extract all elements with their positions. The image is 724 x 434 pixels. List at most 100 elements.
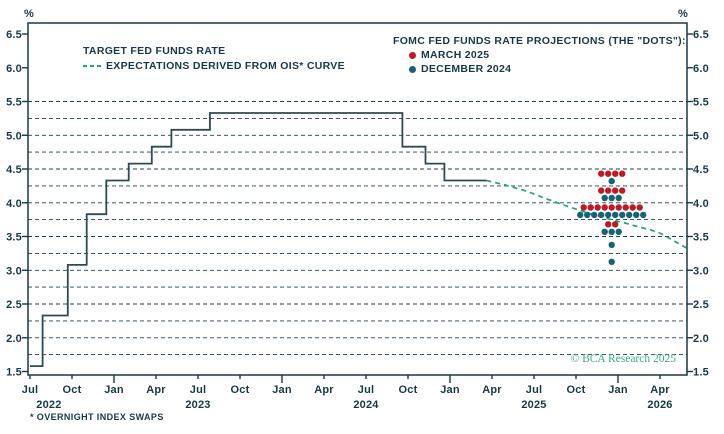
fomc-dot-march-2025 bbox=[619, 187, 626, 194]
legend-ois: EXPECTATIONS DERIVED FROM OIS* CURVE bbox=[83, 59, 345, 74]
y-axis-label-left: 2.0 bbox=[6, 333, 22, 345]
fomc-dot-march-2025 bbox=[605, 187, 612, 194]
y-axis-label-left: 1.5 bbox=[6, 367, 22, 379]
y-axis-label-left: 3.0 bbox=[6, 265, 22, 277]
x-axis-month-label: Apr bbox=[650, 384, 670, 396]
x-axis-month-label: Oct bbox=[567, 384, 586, 396]
y-axis-label-left: 2.5 bbox=[6, 299, 22, 311]
y-axis-label-left: 4.0 bbox=[6, 198, 22, 210]
y-axis-label-right: 3.0 bbox=[693, 265, 709, 277]
y-axis-label-right: 6.0 bbox=[693, 63, 709, 75]
y-axis-label-right: 3.5 bbox=[693, 232, 709, 244]
fomc-dot-december-2024 bbox=[615, 228, 622, 235]
legend-item-december-2024: DECEMBER 2024 bbox=[409, 62, 686, 76]
y-axis-unit-left: % bbox=[24, 8, 34, 20]
y-axis-label-left: 5.0 bbox=[6, 130, 22, 142]
fomc-dot-december-2024 bbox=[612, 211, 619, 219]
legend-march-label: MARCH 2025 bbox=[421, 49, 490, 61]
x-axis-month-label: Apr bbox=[314, 384, 334, 396]
fomc-dot-december-2024 bbox=[619, 211, 626, 219]
x-axis-month-label: Apr bbox=[482, 384, 502, 396]
target-fed-funds-rate-line bbox=[30, 112, 487, 367]
fomc-dot-march-2025 bbox=[598, 170, 605, 177]
fomc-dot-march-2025 bbox=[605, 221, 612, 228]
y-axis-label-right: 4.0 bbox=[693, 198, 709, 210]
march-2025-dot-icon bbox=[409, 51, 416, 59]
fomc-dot-december-2024 bbox=[584, 211, 591, 219]
y-axis-label-right: 6.5 bbox=[693, 29, 709, 41]
y-axis-label-right: 5.5 bbox=[693, 97, 709, 109]
x-axis-year-label: 2026 bbox=[647, 399, 672, 411]
y-axis-unit-right: % bbox=[678, 8, 688, 20]
legend-target-rate-label: TARGET FED FUNDS RATE bbox=[83, 45, 226, 57]
fomc-dot-march-2025 bbox=[612, 187, 619, 194]
fomc-dot-march-2025 bbox=[587, 204, 594, 211]
x-axis-month-label: Jan bbox=[104, 384, 124, 396]
y-axis-label-left: 4.5 bbox=[6, 164, 22, 176]
december-2024-dot-icon bbox=[409, 65, 416, 73]
y-axis-label-right: 5.0 bbox=[693, 130, 709, 142]
fomc-dot-march-2025 bbox=[598, 187, 605, 194]
x-axis-month-label: Jan bbox=[608, 384, 628, 396]
fomc-dot-december-2024 bbox=[608, 241, 615, 249]
fomc-dot-december-2024 bbox=[615, 194, 622, 202]
x-axis-month-label: Jan bbox=[440, 384, 460, 396]
y-axis-label-left: 6.5 bbox=[6, 29, 22, 41]
fomc-dot-december-2024 bbox=[601, 194, 608, 202]
legend-left: TARGET FED FUNDS RATE EXPECTATIONS DERIV… bbox=[83, 44, 345, 74]
fomc-dot-march-2025 bbox=[622, 204, 629, 211]
legend-right: FOMC FED FUNDS RATE PROJECTIONS (THE "DO… bbox=[393, 34, 686, 76]
fomc-dot-march-2025 bbox=[619, 170, 626, 177]
x-axis-month-label: Jul bbox=[526, 384, 543, 396]
fomc-dot-december-2024 bbox=[626, 211, 633, 219]
fomc-dot-march-2025 bbox=[608, 204, 615, 211]
x-axis-month-label: Apr bbox=[146, 384, 166, 396]
ois-dashed-line-swatch bbox=[83, 65, 102, 68]
legend-ois-label: EXPECTATIONS DERIVED FROM OIS* CURVE bbox=[106, 60, 345, 72]
x-axis-month-label: Jan bbox=[272, 384, 292, 396]
y-axis-label-right: 2.5 bbox=[693, 299, 709, 311]
footnote: * OVERNIGHT INDEX SWAPS bbox=[30, 412, 164, 422]
x-axis-month-label: Jul bbox=[22, 384, 39, 396]
ois-expectations-line bbox=[486, 179, 688, 249]
fomc-dot-march-2025 bbox=[580, 204, 587, 211]
fomc-dot-december-2024 bbox=[601, 228, 608, 235]
fomc-dot-march-2025 bbox=[612, 170, 619, 177]
fomc-dot-december-2024 bbox=[640, 211, 647, 219]
legend-right-title: FOMC FED FUNDS RATE PROJECTIONS (THE "DO… bbox=[393, 35, 686, 47]
fomc-dot-march-2025 bbox=[594, 204, 601, 211]
y-axis-label-right: 4.5 bbox=[693, 164, 709, 176]
x-axis-year-label: 2022 bbox=[36, 399, 61, 411]
fomc-dot-december-2024 bbox=[605, 211, 612, 219]
x-axis-year-label: 2025 bbox=[521, 399, 546, 411]
x-axis-year-label: 2024 bbox=[353, 399, 379, 411]
fomc-dot-december-2024 bbox=[598, 211, 605, 219]
fomc-dot-march-2025 bbox=[615, 204, 622, 211]
fomc-dot-december-2024 bbox=[608, 194, 615, 202]
y-axis-label-left: 3.5 bbox=[6, 232, 22, 244]
fomc-dot-march-2025 bbox=[629, 204, 636, 211]
fomc-dot-december-2024 bbox=[608, 258, 615, 265]
y-axis-label-left: 5.5 bbox=[6, 97, 22, 109]
fomc-dot-december-2024 bbox=[591, 211, 598, 219]
x-axis-month-label: Oct bbox=[63, 384, 82, 396]
x-axis-year-label: 2023 bbox=[185, 399, 210, 411]
x-axis-month-label: Jul bbox=[190, 384, 207, 396]
fomc-dot-march-2025 bbox=[605, 170, 612, 177]
x-axis-month-label: Jul bbox=[358, 384, 375, 396]
legend-item-march-2025: MARCH 2025 bbox=[409, 48, 686, 62]
fomc-dot-march-2025 bbox=[601, 204, 608, 211]
fomc-dot-march-2025 bbox=[636, 204, 643, 211]
fomc-dot-december-2024 bbox=[608, 228, 615, 235]
copyright: © BCA Research 2025 bbox=[570, 353, 676, 365]
x-axis-month-label: Oct bbox=[399, 384, 418, 396]
x-axis-month-label: Oct bbox=[231, 384, 250, 396]
y-axis-label-right: 1.5 bbox=[693, 367, 709, 379]
legend-december-label: DECEMBER 2024 bbox=[421, 63, 512, 75]
y-axis-label-left: 6.0 bbox=[6, 63, 22, 75]
legend-target-rate: TARGET FED FUNDS RATE bbox=[83, 44, 345, 59]
y-axis-label-right: 2.0 bbox=[693, 333, 709, 345]
fomc-dot-december-2024 bbox=[608, 177, 615, 185]
